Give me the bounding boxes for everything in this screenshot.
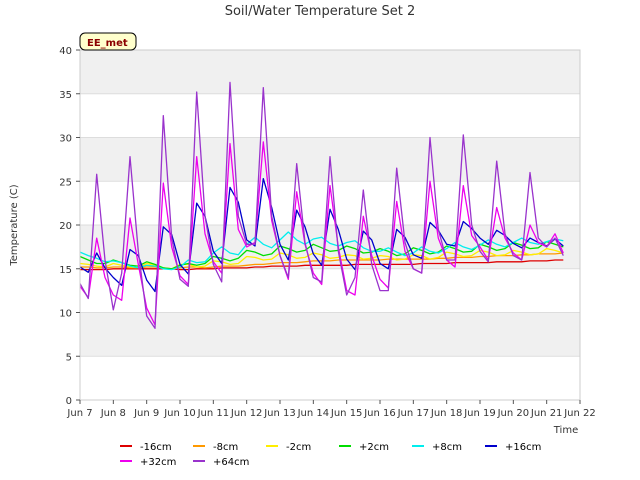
x-tick-label: Jun 17 bbox=[397, 408, 430, 419]
x-tick-label: Jun 18 bbox=[430, 408, 463, 419]
series-line-7 bbox=[79, 81, 564, 329]
legend-label: +32cm bbox=[140, 457, 176, 468]
x-tick-label: Jun 14 bbox=[297, 408, 330, 419]
legend-label: -2cm bbox=[286, 442, 311, 453]
x-tick-label: Jun 10 bbox=[163, 408, 196, 419]
legend: -16cm -8cm -2cm +2cm +8cm +16cm +32cm +64cm bbox=[120, 442, 541, 468]
x-tick-label: Jun 7 bbox=[66, 408, 92, 419]
site-label-box: EE_met bbox=[79, 32, 137, 51]
legend-label: +8cm bbox=[432, 442, 462, 453]
plot-background bbox=[80, 49, 580, 401]
series-line-4 bbox=[79, 231, 564, 271]
y-tick-label: 5 bbox=[66, 352, 72, 363]
x-tick-label: Jun 20 bbox=[497, 408, 530, 419]
x-tick-label: Jun 15 bbox=[330, 408, 363, 419]
y-tick-label: 25 bbox=[59, 177, 72, 188]
legend-label: +2cm bbox=[359, 442, 389, 453]
legend-label: -16cm bbox=[140, 442, 172, 453]
y-tick-label: 20 bbox=[59, 221, 72, 232]
y-tick-label: 40 bbox=[59, 46, 72, 57]
series-line-6 bbox=[79, 141, 564, 326]
x-axis-label: Time bbox=[553, 425, 578, 436]
x-tick-label: Jun 12 bbox=[230, 408, 263, 419]
legend-label: +16cm bbox=[505, 442, 541, 453]
grid-band bbox=[80, 312, 580, 357]
x-tick-label: Jun 19 bbox=[463, 408, 496, 419]
x-tick-label: Jun 8 bbox=[100, 408, 126, 419]
legend-label: +64cm bbox=[213, 457, 249, 468]
series-line-3 bbox=[79, 240, 564, 270]
chart-title: Soil/Water Temperature Set 2 bbox=[225, 4, 416, 19]
y-tick-label: 30 bbox=[59, 134, 72, 145]
y-axis-label: Temperature (C) bbox=[9, 184, 20, 266]
grid-band bbox=[80, 50, 580, 94]
x-tick-label: Jun 11 bbox=[197, 408, 230, 419]
y-tick-label: 35 bbox=[59, 90, 72, 101]
series-line-5 bbox=[79, 177, 564, 293]
y-tick-label: 10 bbox=[59, 309, 72, 320]
x-tick-label: Jun 16 bbox=[363, 408, 396, 419]
x-tick-label: Jun 21 bbox=[530, 408, 563, 419]
x-tick-label: Jun 13 bbox=[263, 408, 296, 419]
x-tick-label: Jun 9 bbox=[133, 408, 159, 419]
series-layer bbox=[79, 81, 564, 329]
legend-label: -8cm bbox=[213, 442, 238, 453]
x-tick-label: Jun 22 bbox=[563, 408, 596, 419]
site-label: EE_met bbox=[87, 38, 128, 49]
y-tick-label: 0 bbox=[66, 396, 72, 407]
y-tick-label: 15 bbox=[59, 265, 72, 276]
